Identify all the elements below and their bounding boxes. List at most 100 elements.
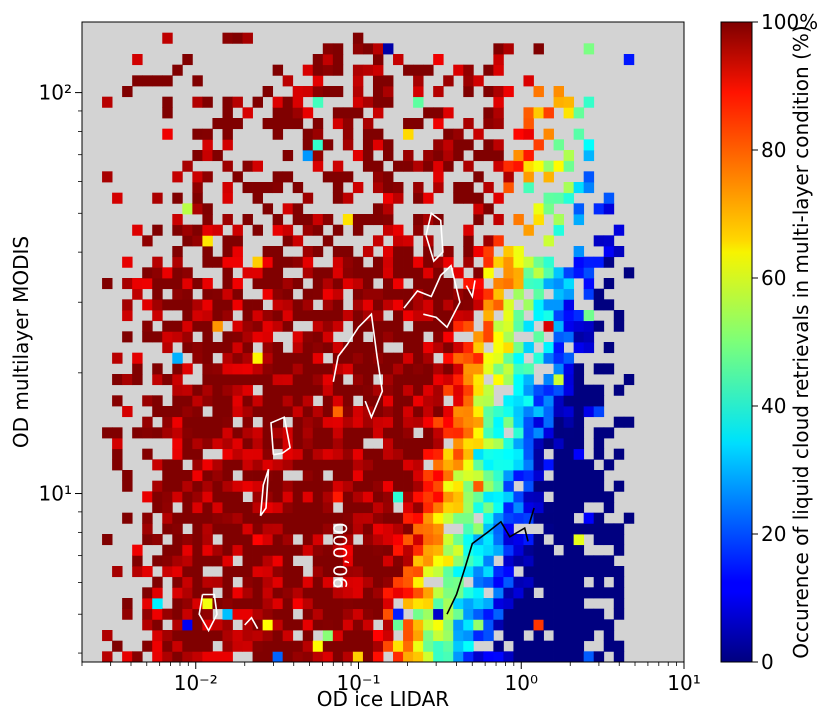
heatmap-cell [182,427,193,439]
heatmap-cell [162,406,173,418]
heatmap-cell [372,96,384,108]
heatmap-cell [332,470,344,482]
heatmap-cell [232,256,243,268]
heatmap-cell [192,416,203,428]
heatmap-cell [463,438,474,450]
heatmap-cell [272,566,284,578]
heatmap-cell [142,491,153,503]
heatmap-cell [553,534,564,546]
heatmap-cell [563,630,575,642]
heatmap-cell [453,150,464,162]
heatmap-cell [202,320,213,332]
heatmap-cell [453,566,464,578]
heatmap-cell [553,480,564,492]
heatmap-cell [212,416,223,428]
heatmap-cell [473,331,484,343]
heatmap-cell [533,459,544,471]
heatmap-cell [503,544,514,556]
heatmap-cell [152,310,163,322]
heatmap-cell [523,459,534,471]
heatmap-cell [543,374,554,386]
heatmap-cell [413,576,424,588]
heatmap-cell [383,267,394,279]
heatmap-cell [543,310,554,322]
heatmap-cell [342,267,354,279]
heatmap-cell [202,278,213,290]
heatmap-cell [222,352,233,364]
heatmap-cell [413,544,424,556]
heatmap-cell [403,416,414,428]
heatmap-cell [483,651,494,663]
heatmap-cell [212,406,223,418]
heatmap-cell [413,288,424,300]
heatmap-cell [383,619,394,631]
heatmap-cell [152,299,163,311]
heatmap-cell [152,651,163,663]
heatmap-cell [312,139,324,151]
heatmap-cell [362,598,374,610]
heatmap-cell [543,640,554,652]
heatmap-cell [503,374,514,386]
heatmap-cell [172,427,183,439]
heatmap-cell [433,555,444,567]
heatmap-cell [383,320,394,332]
heatmap-cell [172,406,183,418]
heatmap-cell [593,406,605,418]
heatmap-cell [332,64,344,76]
heatmap-cell [172,512,183,524]
heatmap-cell [383,416,394,428]
heatmap-cell [493,491,504,503]
heatmap-cell [533,480,544,492]
heatmap-cell [543,267,554,279]
heatmap-cell [262,118,274,130]
heatmap-cell [262,352,274,364]
heatmap-cell [403,459,414,471]
heatmap-cell [513,246,524,258]
heatmap-cell [563,406,575,418]
heatmap-cell [242,459,253,471]
heatmap-cell [222,470,233,482]
heatmap-cell [553,523,564,535]
heatmap-cell [513,363,524,375]
heatmap-cell [272,256,284,268]
heatmap-cell [262,651,274,663]
heatmap-cell [413,619,424,631]
heatmap-cell [252,331,263,343]
heatmap-cell [352,608,364,620]
heatmap-cell [553,139,564,151]
heatmap-cell [162,480,173,492]
heatmap-cell [513,310,524,322]
heatmap-cell [573,395,585,407]
heatmap-cell [352,598,364,610]
heatmap-cell [423,288,434,300]
heatmap-cell [362,608,374,620]
heatmap-cell [202,235,213,247]
heatmap-cell [463,566,474,578]
heatmap-cell [212,523,223,535]
heatmap-cell [573,502,585,514]
heatmap-cell [362,640,374,652]
heatmap-cell [493,427,504,439]
heatmap-cell [342,107,354,119]
heatmap-cell [493,566,504,578]
heatmap-cell [443,427,454,439]
heatmap-cell [513,406,524,418]
heatmap-cell [583,512,595,524]
heatmap-cell [383,395,394,407]
heatmap-cell [262,587,274,599]
heatmap-cell [503,310,514,322]
heatmap-cell [332,363,344,375]
heatmap-cell [242,320,253,332]
heatmap-cell [413,214,424,226]
heatmap-cell [162,320,173,332]
heatmap-cell [292,384,304,396]
heatmap-cell [513,576,524,588]
heatmap-cell [483,555,494,567]
heatmap-cell [443,288,454,300]
heatmap-cell [272,416,284,428]
heatmap-cell [312,406,324,418]
heatmap-cell [403,267,414,279]
heatmap-cell [483,246,494,258]
heatmap-cell [362,363,374,375]
heatmap-cell [433,459,444,471]
